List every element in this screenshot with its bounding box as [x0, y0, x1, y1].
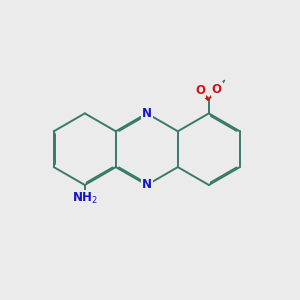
Text: O: O — [212, 83, 222, 96]
Text: N: N — [142, 178, 152, 191]
Text: NH$_2$: NH$_2$ — [72, 191, 98, 206]
Text: N: N — [142, 107, 152, 120]
Text: O: O — [195, 84, 205, 97]
